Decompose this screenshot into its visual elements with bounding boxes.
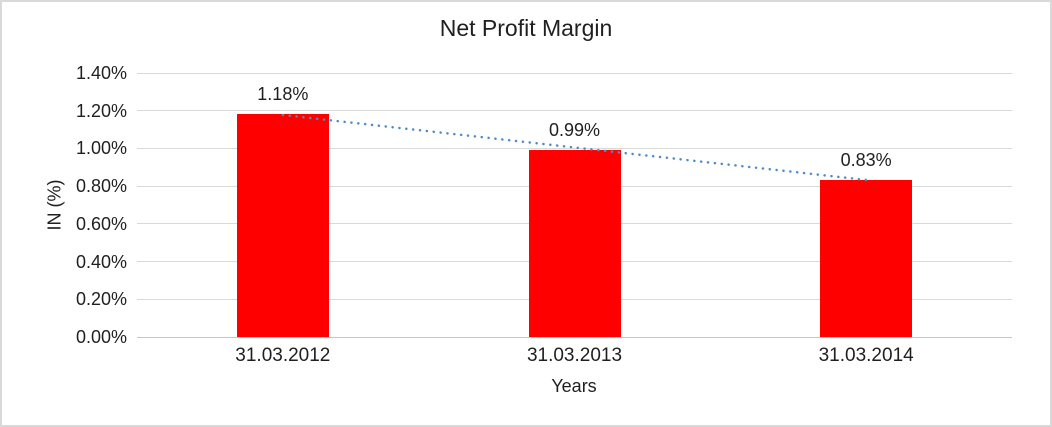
bar [236,114,329,337]
x-axis-line [137,336,1012,338]
gridline [137,110,1012,112]
y-tick-label: 0.80% [75,176,127,197]
x-tick-label: 31.03.2013 [526,345,623,366]
x-tick-label: 31.03.2014 [818,345,914,366]
bar-value-label: 0.99% [548,120,601,141]
bar-value-label: 0.83% [840,150,892,171]
chart-title: Net Profit Margin [439,15,613,41]
y-tick-label: 0.40% [75,251,127,272]
trendline [281,113,868,182]
bar [820,180,913,337]
bar [528,150,621,337]
gridline [137,147,1012,149]
bar-value-label: 1.18% [257,84,309,105]
gridline [137,72,1012,74]
y-tick-label: 1.20% [75,100,127,121]
x-axis-title: Years [551,376,597,396]
y-tick-label: 1.40% [75,63,127,83]
y-tick-label: 0.20% [75,289,127,310]
y-tick-label: 0.60% [75,213,127,234]
plot-area [137,72,1012,338]
y-tick-label: 0.00% [75,327,127,347]
x-tick-label: 31.03.2012 [235,345,331,366]
y-tick-label: 1.00% [75,138,127,159]
